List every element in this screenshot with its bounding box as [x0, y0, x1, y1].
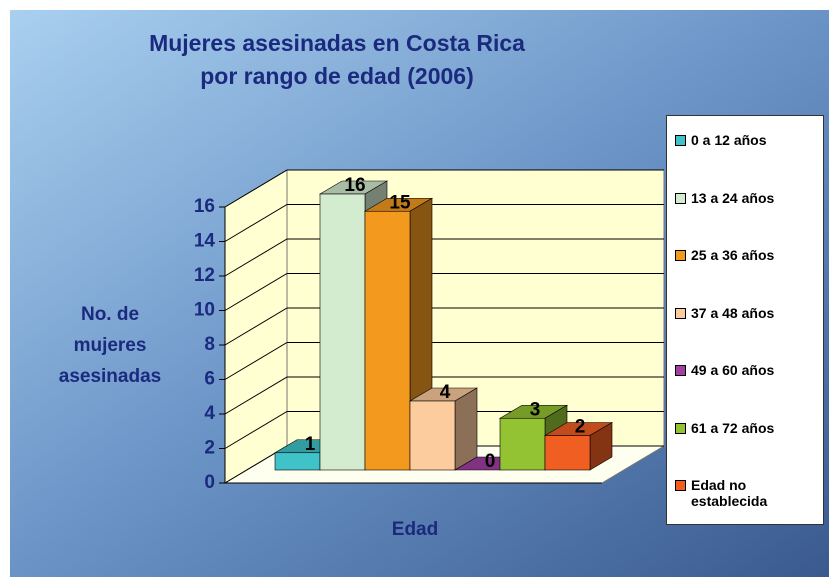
bar-front [409, 400, 456, 471]
legend-swatch [675, 135, 686, 146]
bar-side [454, 387, 478, 471]
grid-line [224, 238, 664, 277]
grid-line [224, 169, 664, 208]
data-label: 16 [344, 175, 365, 196]
legend-swatch [675, 365, 686, 376]
legend-swatch [675, 480, 686, 491]
grid-line [224, 204, 664, 242]
data-label: 3 [530, 399, 541, 420]
y-tick-label: 14 [194, 231, 216, 252]
chart-title: Mujeres asesinadas en Costa Rica [149, 30, 525, 56]
bar [363, 197, 434, 471]
bar [408, 387, 479, 471]
legend-entry: 0 a 12 años [675, 132, 820, 148]
bar-front [319, 193, 366, 471]
legend-entry: 61 a 72 años [675, 420, 820, 436]
y-tick-label: 16 [194, 196, 215, 217]
grid-line [224, 342, 664, 380]
legend-label: Edad no establecida [691, 477, 768, 509]
legend-entry: 13 a 24 años [675, 190, 820, 206]
y-tick-label: 4 [204, 403, 215, 424]
y-tick-label: 2 [204, 438, 215, 459]
x-axis-label: Edad [392, 519, 438, 540]
y-tick-label: 12 [194, 265, 215, 286]
legend-label: 0 a 12 años [691, 132, 767, 148]
legend-label: 13 a 24 años [691, 189, 775, 206]
legend-label: 37 a 48 años [691, 304, 775, 321]
bar-front [364, 210, 411, 471]
legend-swatch [675, 422, 686, 434]
legend: 0 a 12 años 13 a 24 años 25 a 36 años 37 a … [666, 115, 824, 525]
legend-label: 25 a 36 años [691, 247, 775, 263]
y-tick-label: 6 [204, 369, 215, 390]
y-axis-label: No. de [81, 304, 139, 325]
bar-front [274, 452, 321, 471]
data-label: 4 [440, 382, 451, 403]
legend-label: 61 a 72 años [691, 419, 775, 436]
data-label: 0 [485, 451, 496, 472]
legend-swatch [675, 307, 686, 319]
bar [543, 421, 614, 471]
legend-entry: Edad no establecida [675, 477, 820, 509]
data-label: 1 [305, 434, 316, 455]
legend-label: 49 a 60 años [691, 362, 775, 378]
data-label: 2 [575, 417, 586, 438]
y-axis-label: mujeres [74, 335, 147, 356]
grid-line [224, 376, 664, 415]
bar-front [499, 417, 546, 471]
data-label: 15 [389, 192, 411, 213]
y-axis-label: asesinadas [59, 366, 161, 387]
bar-front [544, 435, 591, 471]
grid-line [224, 273, 664, 311]
y-tick-label: 8 [204, 334, 215, 355]
legend-swatch [675, 250, 686, 261]
grid-line [224, 307, 664, 346]
legend-entry: 37 a 48 años [675, 305, 820, 321]
legend-entry: 49 a 60 años [675, 362, 820, 378]
legend-swatch [675, 192, 686, 204]
y-tick-label: 10 [194, 300, 215, 321]
legend-entry: 25 a 36 años [675, 247, 820, 263]
chart-title: por rango de edad (2006) [200, 63, 474, 89]
y-tick-label: 0 [204, 472, 215, 493]
